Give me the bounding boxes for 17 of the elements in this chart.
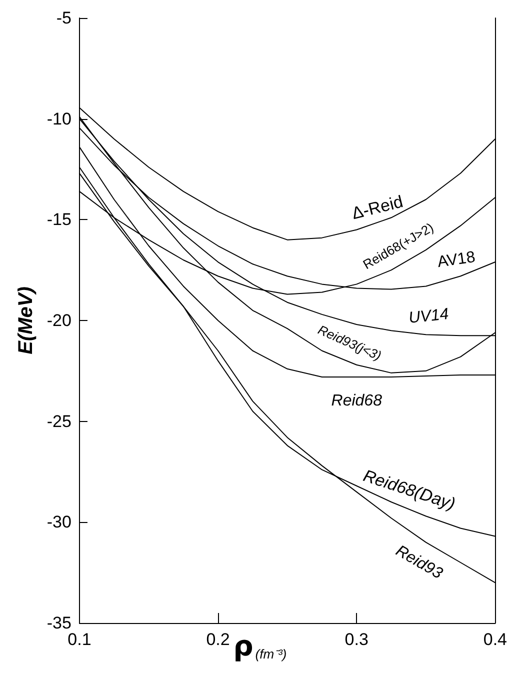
x-tick-label: 0.4 (483, 630, 508, 649)
y-tick-label: -20 (46, 311, 72, 330)
text: AV18 (436, 248, 476, 272)
y-axis-title: E(MeV) (15, 286, 37, 354)
y-tick-label: -35 (46, 614, 72, 632)
y-tick-label: -10 (46, 109, 72, 128)
y-tick-label: -25 (46, 412, 72, 431)
x-axis-title: ρ(fm⁻³) (233, 630, 287, 662)
y-tick-label: -5 (56, 8, 72, 28)
x-tick-label: 0.3 (344, 630, 368, 649)
x-tick-label: 0.2 (206, 630, 230, 649)
text: Δ-Reid (350, 192, 405, 224)
y-tick-label: -30 (46, 512, 72, 532)
x-tick-label: 0.1 (68, 630, 92, 649)
series-label: Reid68 (331, 392, 382, 410)
text: UV14 (408, 306, 450, 328)
y-tick-label: -15 (46, 210, 72, 230)
